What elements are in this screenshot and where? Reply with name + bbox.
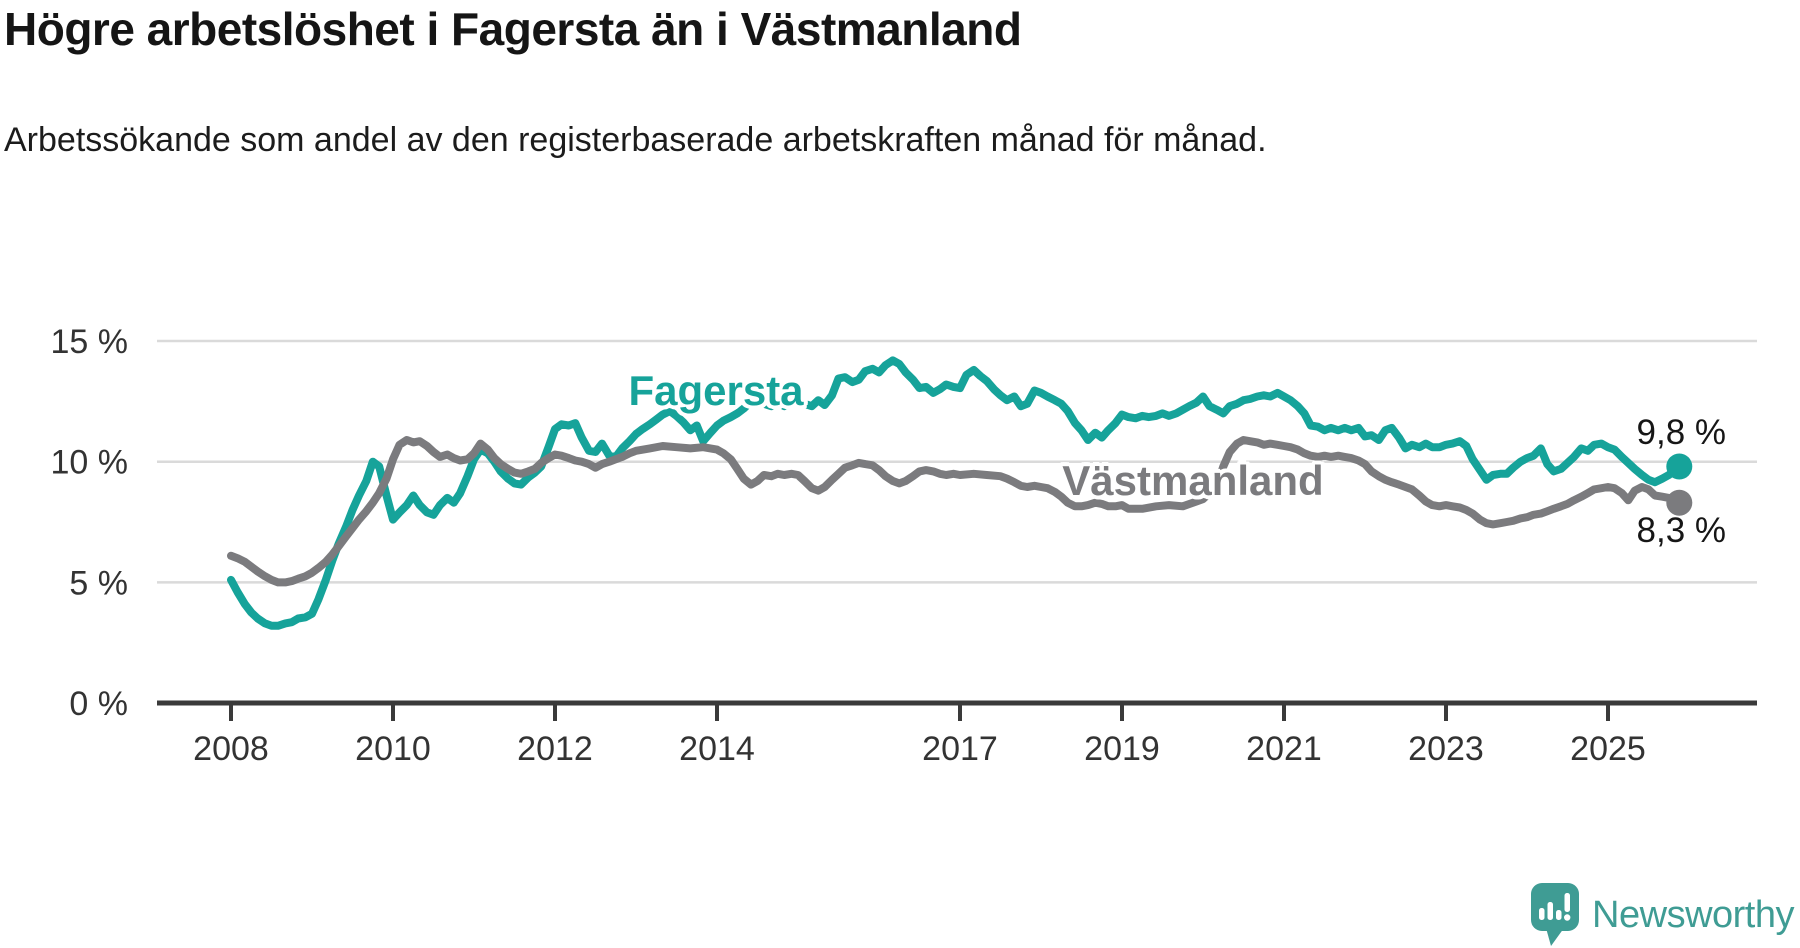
series-end-dot-fagersta — [1666, 453, 1693, 480]
end-value-label-fagersta: 9,8 % — [1636, 413, 1727, 452]
x-axis-tick-label: 2012 — [517, 730, 593, 768]
x-axis-tick-label: 2008 — [193, 730, 269, 768]
x-axis-tick-label: 2019 — [1084, 730, 1160, 768]
newsworthy-logo-text: Newsworthy — [1592, 893, 1794, 936]
y-axis-tick-label: 15 % — [51, 323, 129, 361]
x-axis-tick-label: 2010 — [355, 730, 431, 768]
end-value-label-vastmanland: 8,3 % — [1636, 511, 1727, 550]
x-axis-tick-label: 2021 — [1246, 730, 1322, 768]
series-line-fagersta — [227, 356, 1684, 630]
y-axis-tick-label: 5 % — [69, 564, 128, 602]
newsworthy-logo-icon — [1531, 883, 1580, 946]
y-axis-tick-label: 0 % — [69, 685, 128, 723]
series-end-dot-vastmanland — [1666, 489, 1693, 516]
chart-title: Högre arbetslöshet i Fagersta än i Västm… — [4, 3, 1022, 55]
series-label-vastmanland: Västmanland — [1062, 457, 1324, 504]
x-axis-tick-label: 2017 — [922, 730, 998, 768]
series-label-fagersta: Fagersta — [628, 367, 804, 414]
x-axis-tick-label: 2025 — [1570, 730, 1646, 768]
y-axis-tick-label: 10 % — [51, 444, 129, 482]
newsworthy-logo: Newsworthy — [1531, 882, 1794, 948]
x-axis-tick-label: 2014 — [679, 730, 755, 768]
chart-subtitle: Arbetssökande som andel av den registerb… — [4, 121, 1267, 159]
series-line-vastmanland — [227, 436, 1684, 587]
x-axis-tick-label: 2023 — [1408, 730, 1484, 768]
